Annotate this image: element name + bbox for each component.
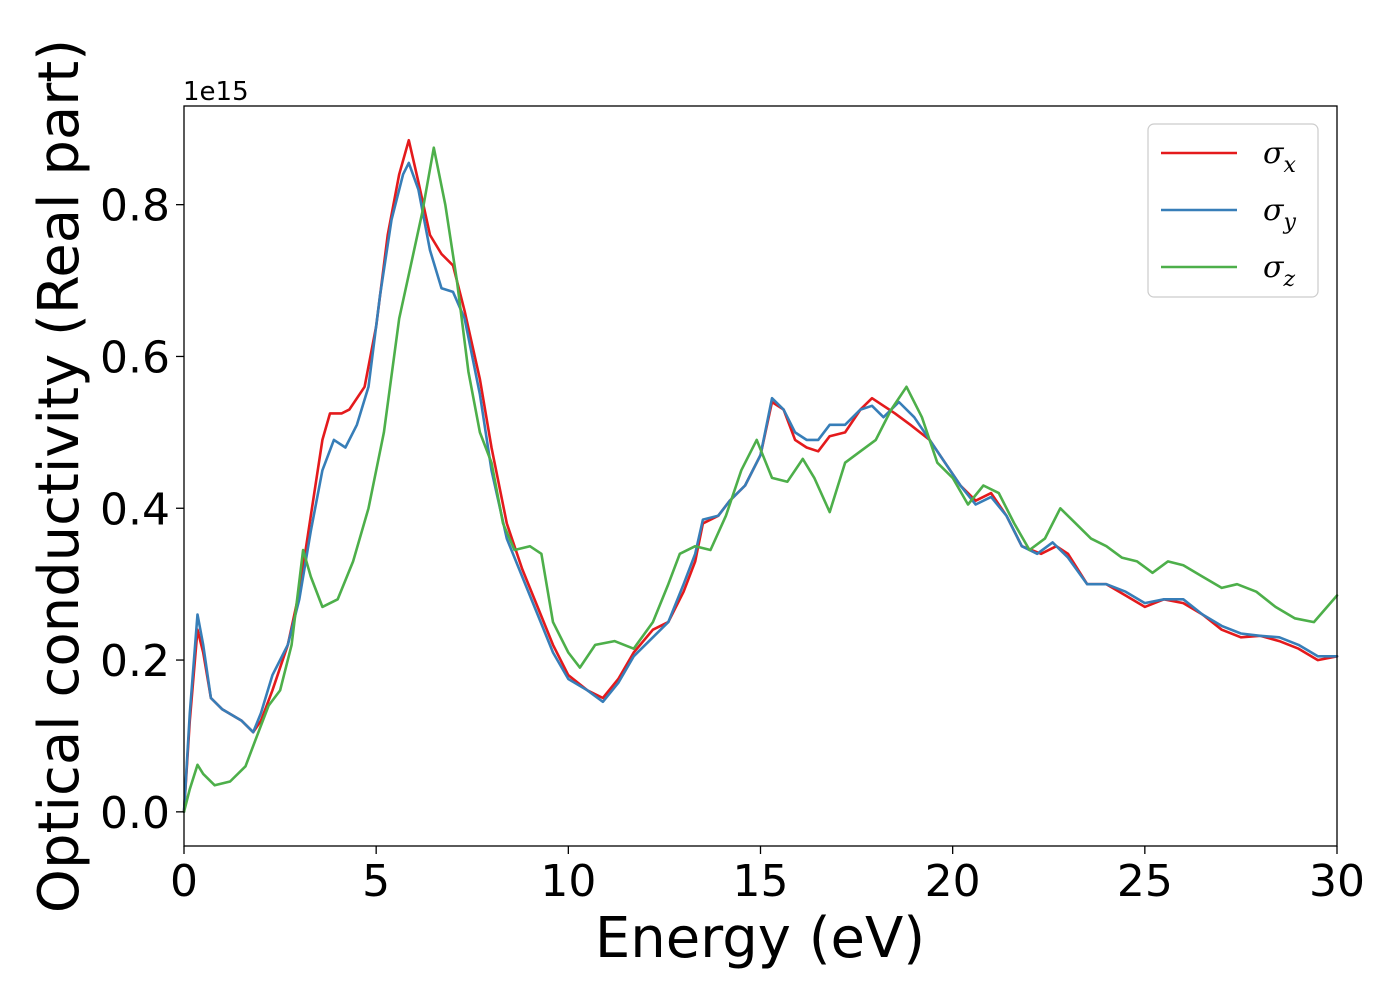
legend-label: σy xyxy=(1263,193,1296,235)
x-axis-title: Energy (eV) xyxy=(595,906,925,971)
y-axis-title: Optical conductivity (Real part) xyxy=(27,39,92,913)
x-tick-label: 10 xyxy=(540,856,596,907)
x-axis: 0 5 10 15 20 25 30 xyxy=(170,846,1365,907)
series-layer xyxy=(182,138,1339,814)
x-tick-label: 0 xyxy=(170,856,198,907)
y-axis: 0.0 0.2 0.4 0.6 0.8 xyxy=(100,181,184,839)
y-tick-label: 0.4 xyxy=(100,484,170,535)
legend-label: σz xyxy=(1263,250,1295,292)
y-tick-label: 0.8 xyxy=(100,181,170,232)
series-line-3 xyxy=(182,146,1339,814)
x-tick-label: 30 xyxy=(1309,856,1365,907)
legend-label: σx xyxy=(1263,136,1296,178)
x-tick-label: 5 xyxy=(362,856,390,907)
series-line-1 xyxy=(182,138,1339,814)
x-tick-label: 20 xyxy=(925,856,981,907)
y-tick-label: 0.0 xyxy=(100,788,170,839)
legend: σx σy σz xyxy=(1147,123,1319,298)
y-tick-label: 0.2 xyxy=(100,636,170,687)
y-tick-label: 0.6 xyxy=(100,332,170,383)
series-line-2 xyxy=(182,161,1339,814)
x-tick-label: 15 xyxy=(733,856,789,907)
y-offset-label: 1e15 xyxy=(183,77,249,107)
x-tick-label: 25 xyxy=(1117,856,1173,907)
